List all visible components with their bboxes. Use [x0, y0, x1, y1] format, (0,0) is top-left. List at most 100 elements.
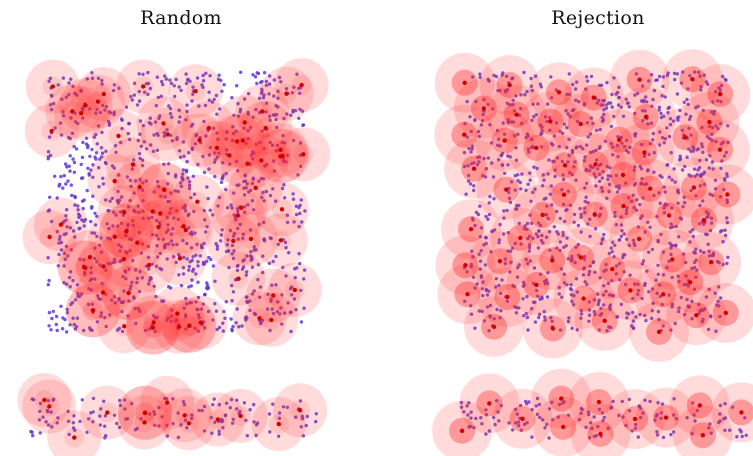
data-point — [472, 188, 476, 193]
sample-center-point — [593, 162, 598, 167]
data-point — [73, 203, 77, 207]
data-point — [605, 329, 609, 333]
sample-center-point — [621, 203, 626, 209]
data-point — [646, 169, 650, 173]
data-point — [117, 296, 121, 301]
data-point — [264, 101, 269, 105]
data-point — [100, 130, 104, 135]
data-point — [69, 116, 73, 120]
sample-center-point — [628, 288, 633, 293]
data-point — [474, 99, 478, 104]
data-point — [279, 80, 283, 84]
data-point — [614, 264, 619, 268]
data-point — [688, 114, 693, 119]
data-point — [217, 429, 221, 433]
sample-center-point — [690, 77, 695, 82]
point-cloud-random — [29, 70, 318, 440]
data-point — [80, 155, 85, 160]
data-point — [217, 195, 222, 200]
sample-center-point — [239, 205, 244, 210]
data-point — [529, 221, 534, 225]
sample-center-point — [162, 187, 167, 192]
data-point — [130, 280, 134, 284]
data-point — [262, 146, 266, 151]
data-point — [617, 95, 621, 100]
data-point — [533, 74, 538, 78]
data-point — [605, 196, 609, 200]
data-point — [587, 319, 591, 323]
data-point — [465, 99, 469, 104]
data-point — [487, 289, 491, 293]
data-point — [82, 328, 86, 333]
data-point — [695, 148, 699, 152]
data-point — [725, 216, 729, 220]
data-point — [230, 96, 234, 100]
data-point — [716, 126, 720, 131]
data-point — [230, 252, 234, 256]
data-point — [505, 74, 509, 78]
data-point — [719, 83, 724, 88]
sample-center-point — [697, 403, 702, 408]
data-point — [91, 163, 95, 167]
data-point — [93, 256, 97, 261]
data-point — [506, 249, 510, 253]
data-point — [242, 97, 247, 101]
data-point — [236, 226, 240, 231]
data-point — [238, 222, 242, 227]
data-point — [659, 411, 663, 415]
data-point — [98, 263, 102, 267]
data-point — [178, 115, 182, 119]
data-point — [704, 80, 709, 84]
data-point — [224, 187, 228, 192]
data-point — [597, 163, 602, 168]
data-point — [152, 284, 156, 288]
sample-center-point — [550, 258, 555, 263]
data-point — [264, 110, 268, 114]
data-point — [602, 415, 606, 420]
data-point — [273, 199, 278, 203]
data-point — [537, 402, 542, 407]
data-point — [565, 92, 569, 97]
data-point — [66, 419, 71, 423]
data-point — [153, 329, 157, 334]
sample-center-point — [596, 399, 602, 405]
data-point — [536, 221, 541, 225]
data-point — [693, 251, 697, 255]
data-point — [261, 254, 265, 258]
data-point — [99, 236, 103, 240]
data-point — [478, 267, 482, 271]
data-point — [289, 329, 293, 334]
data-point — [558, 248, 562, 253]
data-point — [470, 144, 475, 148]
data-point — [484, 214, 488, 219]
data-point — [633, 134, 637, 138]
data-point — [597, 407, 602, 412]
data-point — [565, 145, 569, 150]
data-point — [713, 187, 718, 191]
data-point — [548, 128, 552, 132]
data-point — [284, 87, 289, 91]
data-point — [673, 321, 677, 326]
data-point — [264, 83, 269, 87]
data-point — [598, 179, 602, 183]
data-point — [718, 88, 722, 92]
data-point — [219, 239, 223, 243]
data-point — [104, 292, 108, 296]
data-point — [300, 414, 304, 419]
data-point — [581, 273, 586, 277]
data-point — [509, 180, 514, 184]
data-point — [634, 72, 639, 76]
sample-center-point — [559, 396, 564, 401]
data-point — [170, 115, 174, 119]
data-point — [244, 273, 248, 277]
data-point — [119, 245, 124, 249]
data-point — [553, 168, 557, 172]
data-point — [286, 301, 290, 305]
data-point — [650, 247, 655, 252]
data-point — [676, 201, 680, 205]
data-point — [300, 220, 304, 224]
data-point — [465, 404, 469, 408]
data-point — [660, 302, 664, 307]
data-point — [126, 131, 130, 136]
sample-center-point — [137, 184, 142, 190]
